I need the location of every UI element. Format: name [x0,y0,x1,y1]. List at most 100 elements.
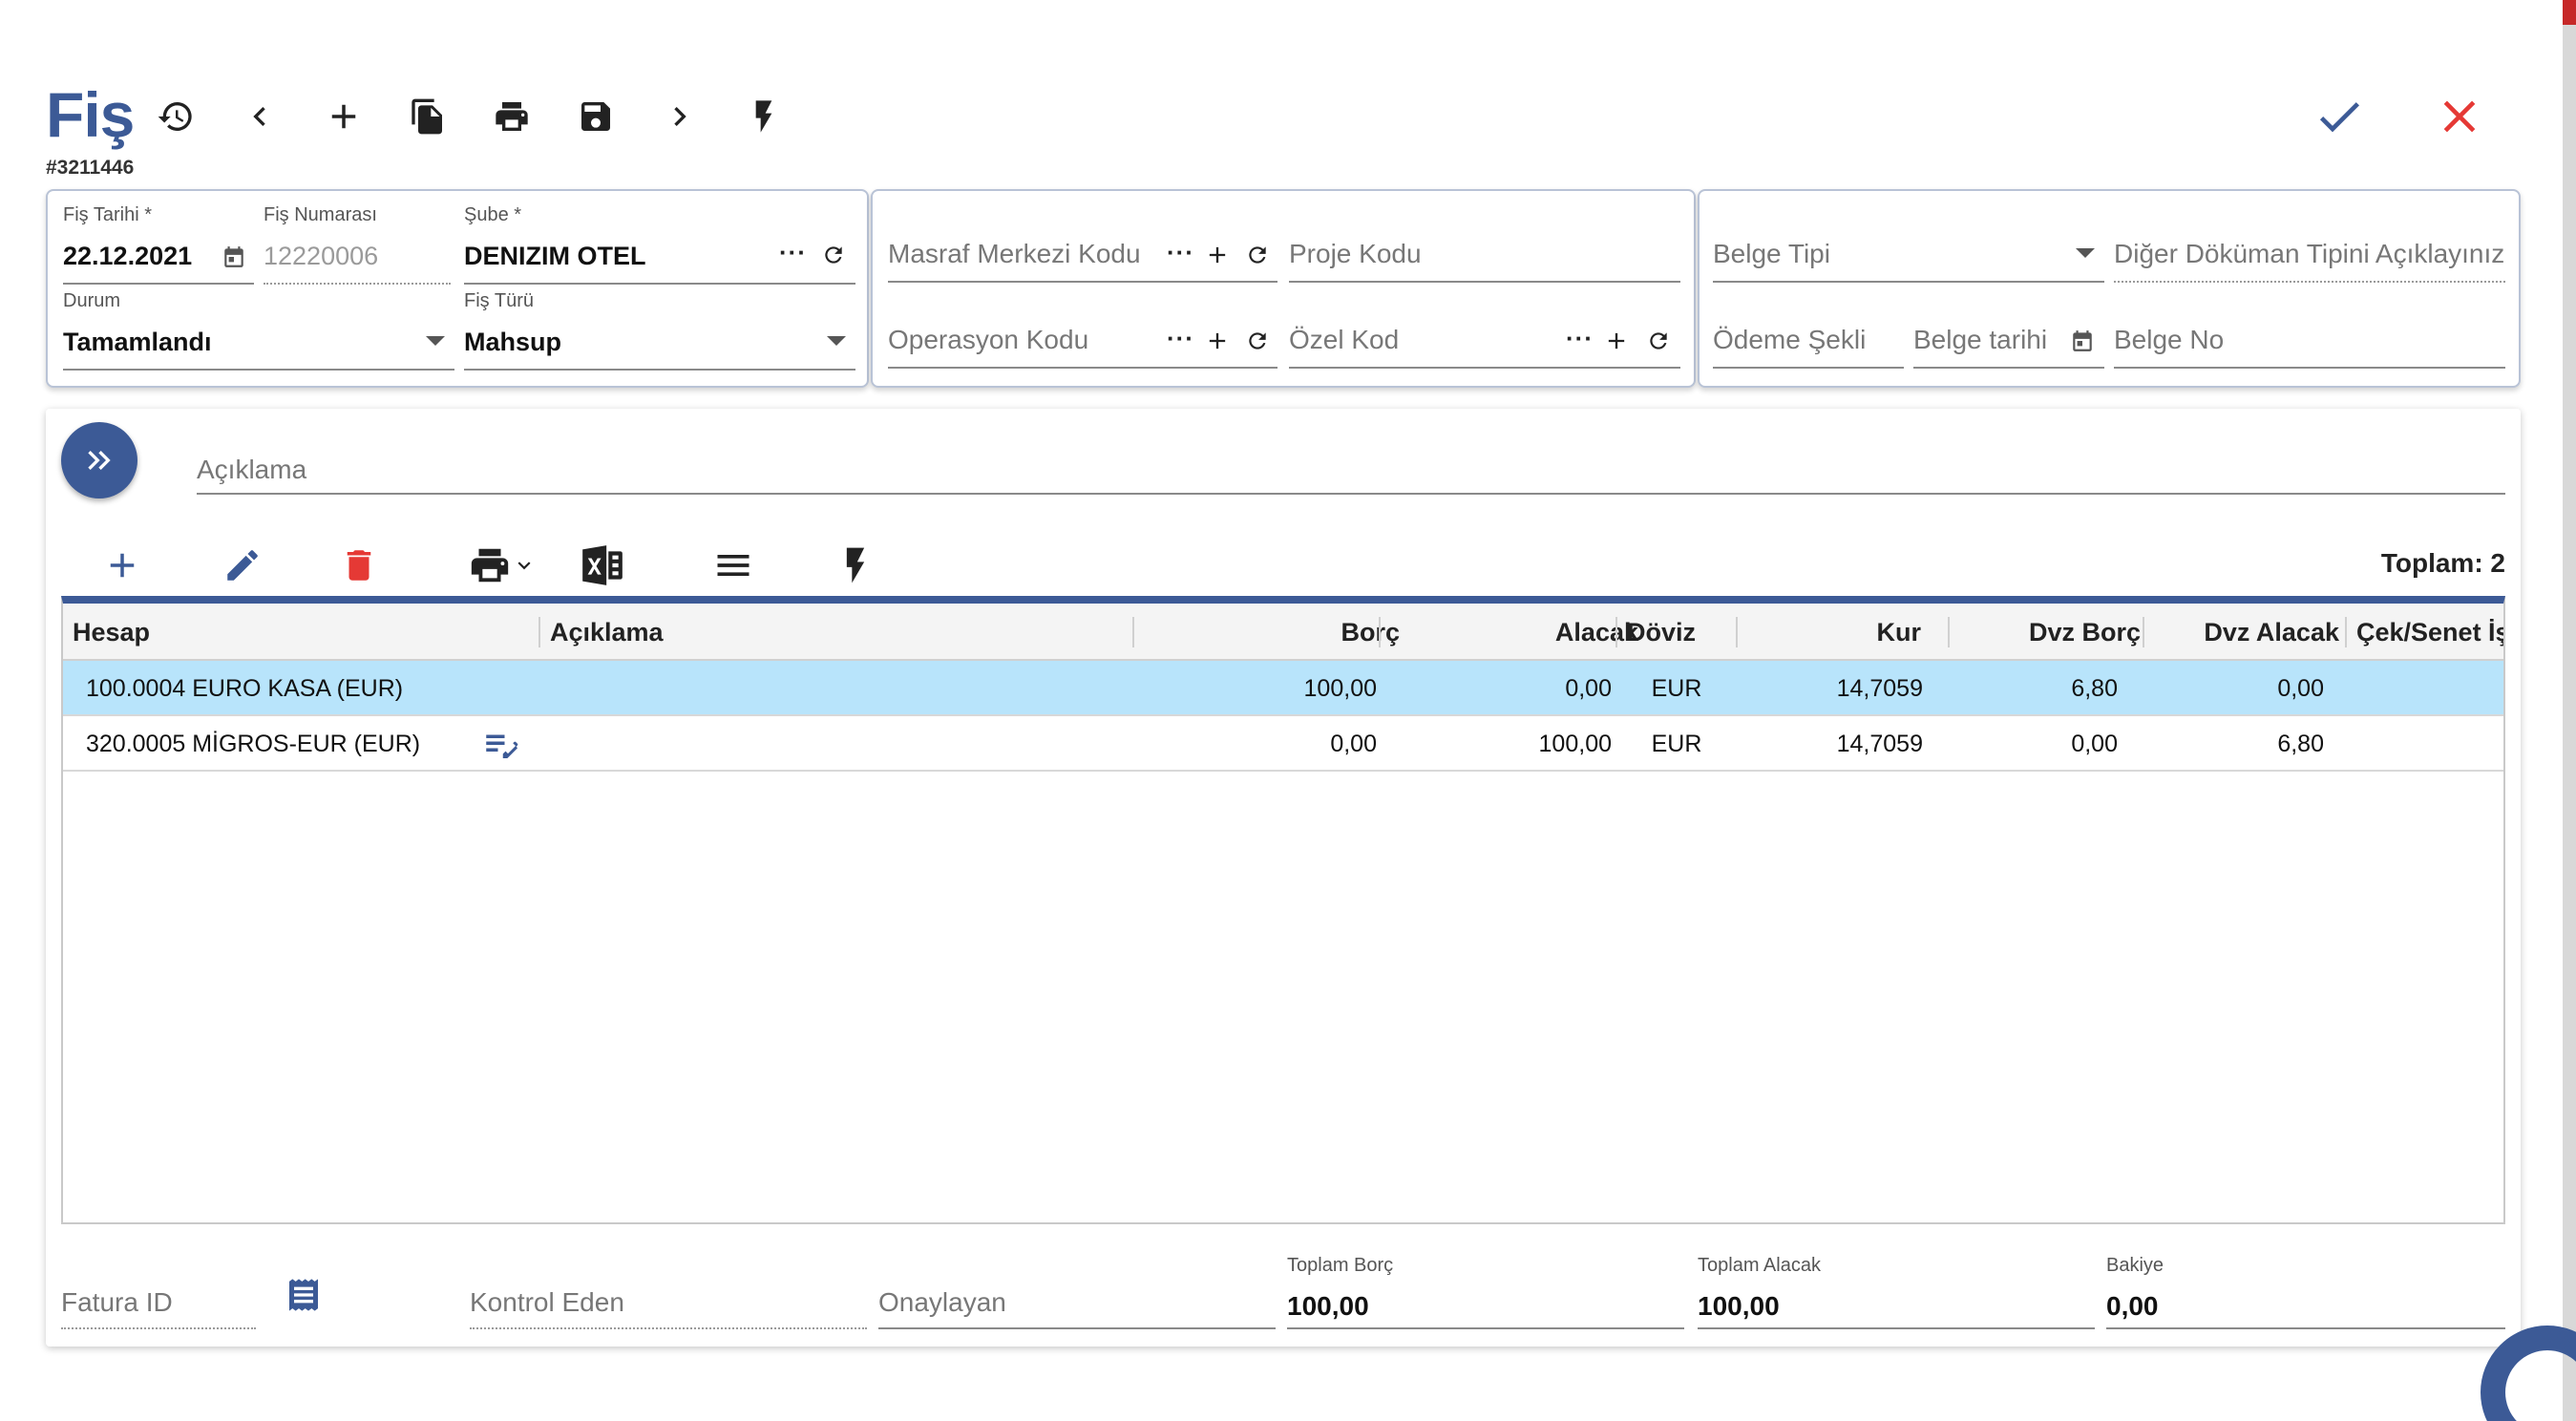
col-hesap[interactable]: Hesap [73,618,151,647]
cell-dvz-alacak: 6,80 [2277,731,2324,757]
col-dvz-alacak[interactable]: Dvz Alacak [2204,618,2339,647]
masraf-add-icon[interactable] [1201,239,1234,271]
excel-icon[interactable] [577,541,628,590]
col-doviz[interactable]: Döviz [1627,618,1697,647]
col-alacak[interactable]: Alacak [1554,618,1638,647]
masraf-more-icon[interactable]: ··· [1167,238,1194,266]
col-separator [1736,617,1738,647]
window-edge [2563,0,2576,1421]
toplam-borc-value: 100,00 [1287,1291,1369,1321]
general-info-panel [46,189,869,388]
operasyon-refresh-icon[interactable] [1241,325,1274,357]
col-aciklama[interactable]: Açıklama [550,618,664,647]
col-dvz-borc[interactable]: Dvz Borç [2028,618,2141,647]
save-icon[interactable] [575,95,617,138]
flash-icon[interactable] [743,95,785,138]
aciklama-underline [197,493,2505,495]
check-icon[interactable] [2311,92,2368,141]
bakiye-underline [2106,1327,2505,1329]
masraf-underline [888,281,1277,283]
cell-alacak: 0,00 [1565,675,1612,702]
chevron-right-icon[interactable] [659,95,701,138]
page-title: Fiş [46,79,135,150]
operasyon-kodu-field[interactable]: Operasyon Kodu [888,325,1089,354]
col-cek-senet[interactable]: Çek/Senet İş [2356,618,2505,647]
fis-turu-field[interactable]: Mahsup [464,328,562,356]
ozel-kod-add-icon[interactable] [1600,325,1633,357]
cell-borc: 100,00 [1303,675,1377,702]
toplam-alacak-underline [1698,1327,2095,1329]
sube-underline [464,283,855,285]
toplam-alacak-label: Toplam Alacak [1698,1255,1821,1276]
fis-tarihi-label: Fiş Tarihi * [63,204,152,225]
calendar-icon[interactable] [218,241,250,273]
print-menu-button[interactable] [464,544,540,586]
diger-dokuman-field[interactable]: Diğer Döküman Tipini Açıklayınız [2114,239,2505,268]
history-icon[interactable] [155,95,197,138]
sube-refresh-icon[interactable] [817,239,850,271]
receipt-icon[interactable] [283,1274,325,1316]
edit-row-icon[interactable] [220,544,265,586]
durum-dropdown-icon[interactable] [426,336,445,346]
col-kur[interactable]: Kur [1876,618,1922,647]
ozel-kod-underline [1289,367,1680,369]
belge-tipi-field[interactable]: Belge Tipi [1713,239,1830,268]
fis-turu-dropdown-icon[interactable] [827,336,846,346]
cell-borc: 0,00 [1330,731,1377,757]
proje-kodu-field[interactable]: Proje Kodu [1289,239,1422,268]
durum-field[interactable]: Tamamlandı [63,328,212,356]
copy-icon[interactable] [407,95,449,138]
fis-turu-label: Fiş Türü [464,290,534,311]
document-number: #3211446 [46,157,135,179]
operasyon-more-icon[interactable]: ··· [1167,324,1194,352]
chevron-left-icon[interactable] [239,95,281,138]
sube-more-icon[interactable]: ··· [779,238,807,266]
cell-dvz-alacak: 0,00 [2277,675,2324,702]
ozel-kod-field[interactable]: Özel Kod [1289,325,1400,354]
masraf-merkezi-kodu-field[interactable]: Masraf Merkezi Kodu [888,239,1141,268]
close-icon[interactable] [2431,92,2488,141]
table-row[interactable]: 100.0004 EURO KASA (EUR) 100,00 0,00 EUR… [63,661,2503,716]
ozel-kod-more-icon[interactable]: ··· [1566,324,1594,352]
belge-tipi-dropdown-icon[interactable] [2076,248,2095,258]
cell-alacak: 100,00 [1538,731,1612,757]
add-row-icon[interactable] [99,544,145,586]
durum-label: Durum [63,290,121,311]
ozel-kod-refresh-icon[interactable] [1642,325,1675,357]
col-separator [1379,617,1381,647]
fatura-id-field[interactable]: Fatura ID [61,1287,173,1317]
col-separator [2143,617,2144,647]
onaylayan-field[interactable]: Onaylayan [878,1287,1006,1317]
cell-kur: 14,7059 [1836,675,1923,702]
belge-tarihi-field[interactable]: Belge tarihi [1913,325,2048,354]
table-row[interactable]: 320.0005 MİGROS-EUR (EUR) 0,00 100,00 EU… [63,716,2503,772]
grid-print-icon [471,548,509,583]
fis-turu-underline [464,369,855,371]
belge-no-field[interactable]: Belge No [2114,325,2225,354]
menu-icon[interactable] [710,544,756,586]
add-icon[interactable] [323,95,365,138]
edit-note-icon[interactable] [479,726,523,764]
belge-tarihi-calendar-icon[interactable] [2066,325,2099,357]
fis-numarasi-label: Fiş Numarası [264,204,377,225]
fis-tarihi-field[interactable]: 22.12.2021 [63,242,193,270]
col-separator [2345,617,2347,647]
cell-kur: 14,7059 [1836,731,1923,757]
document-panel [1698,189,2521,388]
print-icon[interactable] [491,95,533,138]
col-separator [1948,617,1950,647]
toplam-alacak-value: 100,00 [1698,1291,1780,1321]
kontrol-eden-field[interactable]: Kontrol Eden [470,1287,624,1317]
fis-tarihi-underline [63,283,254,285]
grid-flash-icon[interactable] [833,542,878,588]
sube-field[interactable]: DENIZIM OTEL [464,242,646,270]
grid-header: Hesap Açıklama Borç Alacak Döviz Kur Dvz… [63,604,2503,661]
odeme-sekli-field[interactable]: Ödeme Şekli [1713,325,1867,354]
expand-button[interactable] [61,422,137,498]
masraf-refresh-icon[interactable] [1241,239,1274,271]
col-borc[interactable]: Borç [1341,618,1400,647]
delete-row-icon[interactable] [336,544,382,586]
aciklama-field[interactable]: Açıklama [197,455,307,484]
fis-numarasi-underline [264,283,451,285]
operasyon-add-icon[interactable] [1201,325,1234,357]
